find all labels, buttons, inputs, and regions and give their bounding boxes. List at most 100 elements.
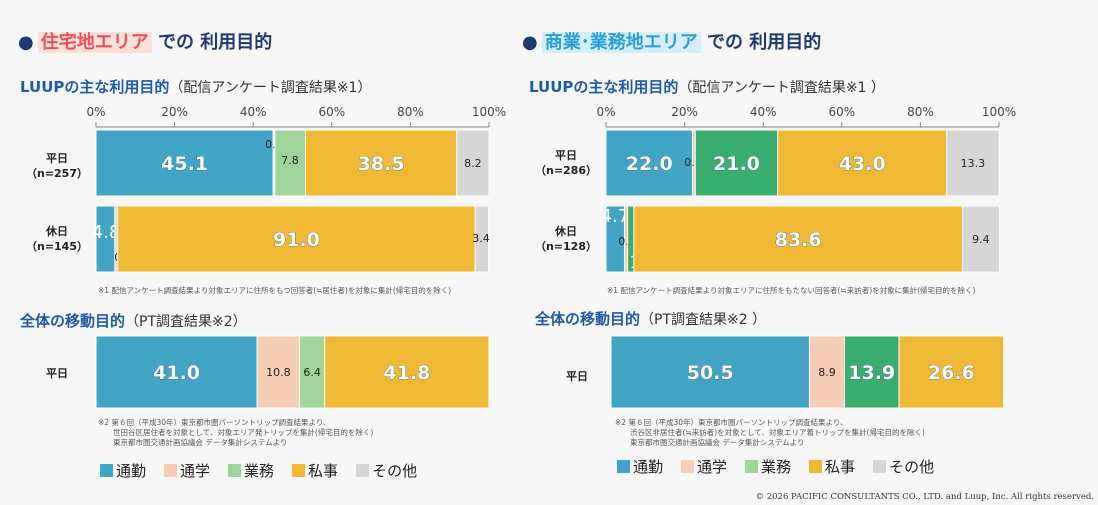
legend-item-school: 通学 xyxy=(164,460,210,481)
luup-bar-chart-residential: 0%20%40%60%80%100%45.10.47.838.58.24.80.… xyxy=(86,105,506,273)
axis-tick-label: 20% xyxy=(161,105,188,119)
data-label: 22.0 xyxy=(626,153,673,175)
pt-row-label: 平日 xyxy=(46,367,68,380)
axis-tick-label: 40% xyxy=(750,105,777,119)
bar-segment xyxy=(456,129,490,197)
heading-highlight: 住宅地エリア xyxy=(37,32,152,53)
note-1: ※1 配信アンケート調査結果より対象エリアに住所をもたない回答者(≒来訪者)を対… xyxy=(607,286,976,295)
data-label: 13.9 xyxy=(848,362,895,384)
axis-tick-label: 100% xyxy=(472,105,506,119)
pt-title: 全体の移動目的（PT調査結果※2） xyxy=(20,312,247,330)
bar-segment xyxy=(961,205,1000,273)
legend-item-other: その他 xyxy=(873,456,934,477)
bar-segment xyxy=(605,129,693,197)
pt-bar-chart-commercial: 50.5 8.9 13.9 26.6 xyxy=(610,335,1005,409)
axis-tick-label: 80% xyxy=(397,105,424,119)
heading-commercial: ● 商業･業務地エリア での 利用目的 xyxy=(522,32,822,53)
legend-item-school: 通学 xyxy=(681,456,727,477)
panel-commercial: ● 商業･業務地エリア での 利用目的 LUUPの主な利用目的（配信アンケート調査… xyxy=(522,0,1098,505)
legend-swatch xyxy=(228,464,242,477)
pt-title: 全体の移動目的（PT調査結果※2 ） xyxy=(535,310,767,328)
data-label: 26.6 xyxy=(928,362,975,384)
data-label: 83.6 xyxy=(775,229,822,251)
axis-tick-label: 0% xyxy=(86,105,105,119)
legend-swatch xyxy=(809,460,823,473)
axis-tick-label: 60% xyxy=(828,105,855,119)
legend-label: 通勤 xyxy=(633,458,664,476)
data-label: 4.7 xyxy=(601,206,630,227)
data-label: 91.0 xyxy=(273,229,320,251)
note-2: ※2 第６回（平成30年）東京都市圏パーソントリップ調査結果より、 渋谷区非居住… xyxy=(615,418,925,447)
bar-segment xyxy=(274,129,306,197)
legend-swatch xyxy=(164,464,178,477)
axis-tick-label: 0% xyxy=(596,105,615,119)
bar-segment xyxy=(610,335,810,409)
axis-tick-label: 100% xyxy=(982,105,1016,119)
legend-item-private: 私事 xyxy=(292,460,338,481)
data-label: 45.1 xyxy=(161,153,208,175)
row-label-weekday: 平日 （n=286） xyxy=(534,149,597,177)
legend-swatch xyxy=(617,460,630,473)
legend-item-business: 業務 xyxy=(745,456,791,477)
legend-item-other: その他 xyxy=(356,460,417,481)
heading-highlight: 商業･業務地エリア xyxy=(541,32,701,53)
axis-tick-label: 80% xyxy=(907,105,934,119)
axis-tick-label: 20% xyxy=(671,105,698,119)
heading-residential: ● 住宅地エリア での 利用目的 xyxy=(18,32,273,53)
row-label-weekday: 平日 （n=257） xyxy=(25,152,88,180)
legend-swatch xyxy=(745,460,759,473)
data-label: 43.0 xyxy=(839,153,886,175)
data-label: 41.0 xyxy=(153,362,200,384)
bar-segment xyxy=(117,205,476,273)
legend-item-business: 業務 xyxy=(228,460,274,481)
legend-label: その他 xyxy=(889,458,935,476)
bar-segment xyxy=(777,129,948,197)
bar-segment xyxy=(474,205,490,273)
legend-item-commute: 通勤 xyxy=(617,456,663,477)
data-label: 9.4 xyxy=(972,233,990,246)
copyright: © 2026 PACIFIC CONSULTANTS CO., LTD. and… xyxy=(755,492,1094,502)
legend-label: 通学 xyxy=(180,462,211,480)
data-label: 41.8 xyxy=(383,362,430,384)
bar-segment xyxy=(304,129,458,197)
bar-segment xyxy=(256,335,301,409)
pt-bar-chart-residential: 41.0 10.8 6.4 41.8 xyxy=(95,335,490,409)
data-label: 8.2 xyxy=(464,157,482,170)
legend-label: 業務 xyxy=(761,458,792,476)
bar-segment xyxy=(299,335,326,409)
bar-segment xyxy=(898,335,1005,409)
bar-segment xyxy=(808,335,845,409)
panel-residential: ● 住宅地エリア での 利用目的 LUUPの主な利用目的（配信アンケート調査結果※… xyxy=(18,32,506,481)
luup-title: LUUPの主な利用目的（配信アンケート調査結果※1） xyxy=(20,78,372,96)
note-2: ※2 第６回（平成30年）東京都市圏パーソントリップ調査結果より、 世田谷区居住… xyxy=(98,418,374,447)
legend-residential: 通勤 通学 業務 私事 その他 xyxy=(100,460,417,481)
axis-tick-label: 60% xyxy=(318,105,345,119)
legend-swatch xyxy=(292,464,306,477)
note-1: ※1 配信アンケート調査結果より対象エリアに住所をもつ回答者(≒居住者)を対象に… xyxy=(98,286,452,295)
data-label: 3.4 xyxy=(472,232,490,245)
bar-segment xyxy=(946,129,1000,197)
luup-bar-chart-commercial: 0% 20% 40% 60% 80% 100%22.0 0.7 21.0 43.0 13.34.7… xyxy=(596,105,1016,273)
data-label: 50.5 xyxy=(687,362,734,384)
legend-label: その他 xyxy=(372,462,418,480)
data-label: 21.0 xyxy=(713,153,760,175)
legend-label: 通勤 xyxy=(116,462,147,480)
bar-segment xyxy=(324,335,490,409)
legend-swatch xyxy=(356,464,370,477)
pt-row-label: 平日 xyxy=(566,370,588,383)
legend-swatch xyxy=(681,460,695,473)
data-label: 13.3 xyxy=(961,157,986,170)
legend-label: 私事 xyxy=(308,462,339,480)
data-label: 8.9 xyxy=(818,366,836,379)
legend-label: 私事 xyxy=(825,458,856,476)
data-label: 4.8 xyxy=(92,222,121,243)
row-label-holiday: 休日 （n=128） xyxy=(534,225,597,253)
data-label: 10.8 xyxy=(266,366,291,379)
data-label: 6.4 xyxy=(303,366,321,379)
legend-item-private: 私事 xyxy=(809,456,855,477)
data-label: 38.5 xyxy=(358,153,405,175)
bar-segment xyxy=(843,335,900,409)
legend-swatch xyxy=(100,464,113,477)
row-label-holiday: 休日 （n=145） xyxy=(25,225,88,253)
legend-commercial: 通勤 通学 業務 私事 その他 xyxy=(617,456,934,477)
